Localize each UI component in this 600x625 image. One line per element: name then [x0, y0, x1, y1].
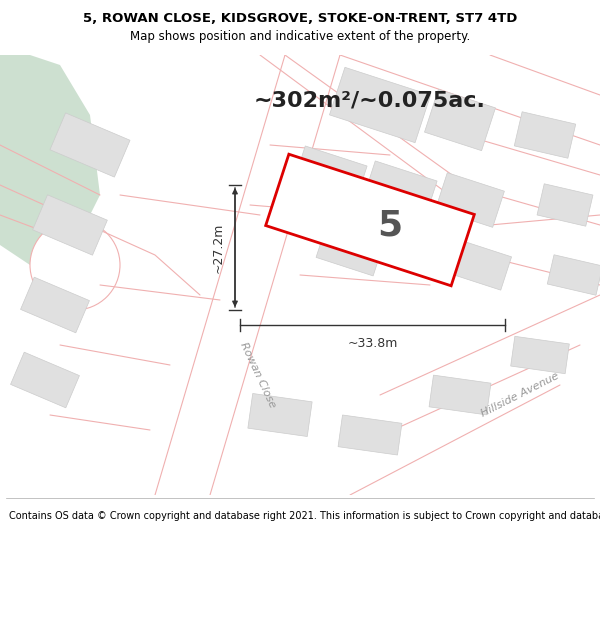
Polygon shape: [330, 325, 600, 495]
Bar: [511, 336, 569, 374]
Bar: [248, 394, 312, 436]
Bar: [436, 173, 505, 228]
Text: 5, ROWAN CLOSE, KIDSGROVE, STOKE-ON-TRENT, ST7 4TD: 5, ROWAN CLOSE, KIDSGROVE, STOKE-ON-TREN…: [83, 12, 517, 25]
Bar: [537, 184, 593, 226]
Text: ~302m²/~0.075ac.: ~302m²/~0.075ac.: [254, 90, 486, 110]
Polygon shape: [0, 55, 100, 265]
Text: 5: 5: [377, 208, 403, 242]
Bar: [50, 113, 130, 177]
Bar: [429, 375, 491, 415]
Bar: [293, 146, 367, 204]
Bar: [11, 352, 79, 408]
Text: Map shows position and indicative extent of the property.: Map shows position and indicative extent…: [130, 30, 470, 43]
Bar: [32, 195, 107, 255]
Text: Hillside Avenue: Hillside Avenue: [479, 371, 560, 419]
Text: ~27.2m: ~27.2m: [212, 222, 225, 272]
Bar: [425, 89, 496, 151]
Polygon shape: [155, 55, 340, 495]
Bar: [363, 161, 437, 219]
Bar: [448, 240, 512, 290]
Bar: [266, 154, 475, 286]
Text: ~33.8m: ~33.8m: [347, 337, 398, 350]
Bar: [547, 255, 600, 295]
Bar: [329, 68, 431, 142]
Circle shape: [30, 220, 120, 310]
Text: Contains OS data © Crown copyright and database right 2021. This information is : Contains OS data © Crown copyright and d…: [9, 511, 600, 521]
Bar: [316, 224, 384, 276]
Bar: [514, 112, 576, 158]
Text: Rowan Close: Rowan Close: [238, 341, 278, 409]
Bar: [20, 277, 89, 333]
Bar: [338, 415, 402, 455]
